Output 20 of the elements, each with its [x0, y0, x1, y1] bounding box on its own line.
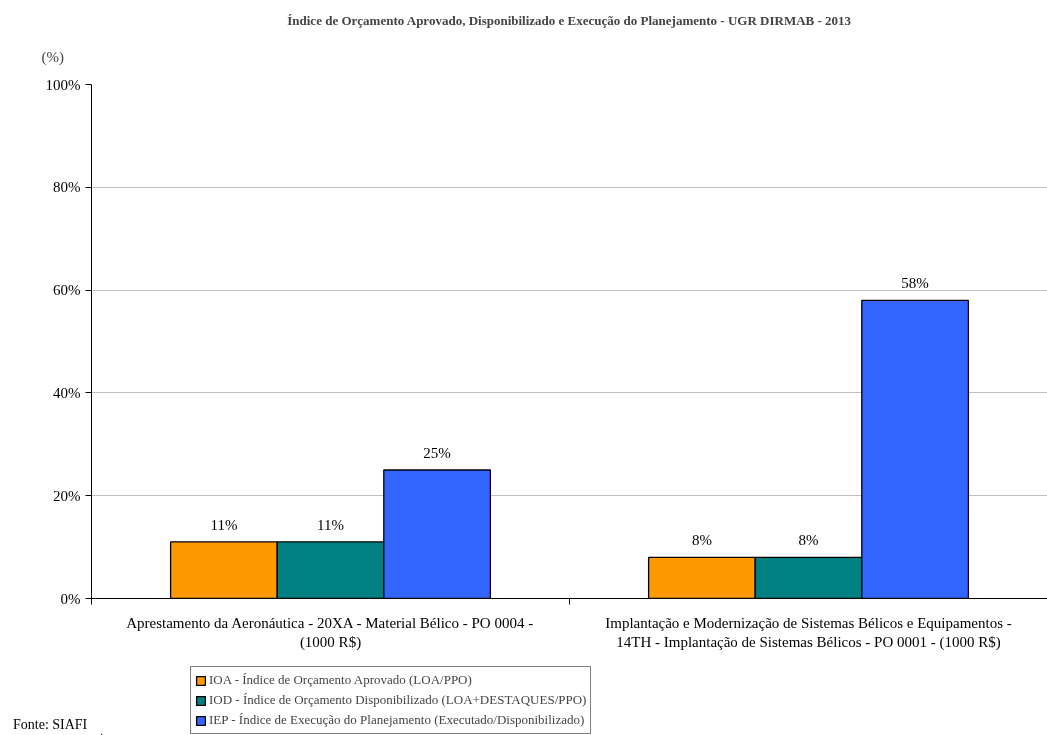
data-label: 8% — [798, 532, 819, 549]
y-tick-label: 80% — [53, 179, 81, 196]
chart-title: Índice de Orçamento Aprovado, Disponibilizado e Execução do Planejamento - UGR DIRMAB - 2013 — [287, 12, 852, 28]
data-label: 11% — [210, 516, 238, 533]
y-tick-label: 20% — [53, 487, 81, 504]
legend-label: IEP - Índice de Execução do Planejamento (Executado/Disponibilizado) — [209, 711, 585, 729]
legend-label: IOA - Índice de Orçamento Aprovado (LOA/PPO) — [209, 671, 472, 689]
data-label: 58% — [901, 275, 929, 292]
data-label: 11% — [317, 516, 344, 533]
x-tick-label: Implantação e Modernização de Sistemas Bélicos e Equipamentos - 14TH - Implantação de Sistemas Bélicos - PO 0001 - (1000 R$) — [605, 614, 1012, 651]
data-label: 8% — [691, 532, 712, 549]
y-tick-label: 40% — [53, 384, 81, 401]
x-tick-label: Aprestamento da Aeronáutica - 20XA - Material Bélico - PO 0004 - (1000 R$) — [126, 614, 534, 651]
y-tick-label: 60% — [53, 282, 81, 299]
y-tick-label: 0% — [60, 590, 81, 607]
source-note: Fonte: SIAFI — [13, 717, 88, 733]
y-axis-title: (%) — [41, 49, 64, 66]
y-tick-label: 100% — [45, 76, 81, 93]
data-label: 25% — [423, 445, 451, 461]
legend-label: IOD - Índice de Orçamento Disponibilizado (LOA+DESTAQUES/PPO) — [209, 691, 587, 709]
